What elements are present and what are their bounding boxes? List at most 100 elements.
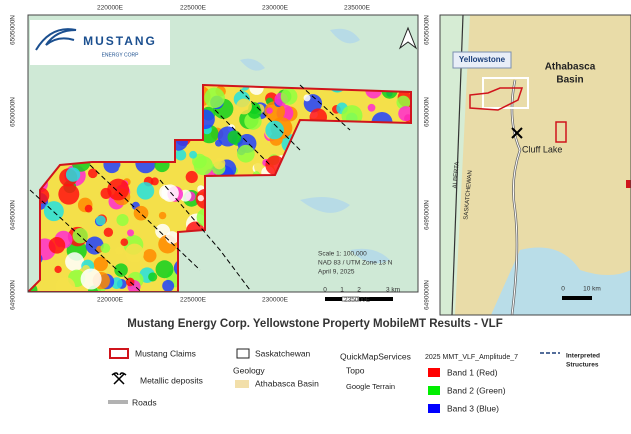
structure — [29, 189, 143, 292]
map-title: Mustang Energy Corp. Yellowstone Propert… — [127, 318, 503, 330]
raster-blob — [103, 227, 114, 238]
raster-blob — [396, 95, 411, 110]
scale-info: April 9, 2025 — [318, 269, 355, 276]
raster-blob — [48, 237, 66, 254]
map-frame — [27, 14, 419, 293]
raster-blob — [88, 168, 98, 179]
raster-blob — [125, 243, 144, 263]
raster-blob — [280, 88, 298, 105]
scale-label: 2 — [357, 287, 361, 294]
legend-label: Roads — [132, 397, 157, 407]
raster-blob — [266, 107, 273, 114]
legend-label: Structures — [566, 362, 599, 369]
legend-label: QuickMapServices — [340, 351, 411, 361]
deposit-label: Cluff Lake — [522, 144, 562, 154]
raster-blob — [100, 243, 111, 254]
raster-blob — [161, 184, 179, 202]
y-coordinate: 6500000N — [424, 97, 431, 127]
structure — [214, 109, 271, 166]
legend-label: Band 2 (Green) — [447, 385, 506, 395]
scale-bar: 0 1 2 3 km — [323, 287, 400, 302]
structure — [299, 84, 351, 131]
legend-label: 2025 MMT_VLF_Amplitude_7 — [425, 354, 518, 361]
x-coordinate: 235000E — [344, 5, 371, 12]
raster-blob — [193, 156, 213, 176]
raster-blob — [127, 229, 135, 237]
raster-blob — [65, 252, 85, 272]
y-coordinate: 6500000N — [10, 97, 17, 127]
y-coordinate: 6490000N — [10, 280, 17, 310]
scale-label: 10 km — [583, 286, 601, 293]
basin-label: Athabasca — [545, 62, 596, 73]
raster-blob — [227, 130, 242, 145]
legend-label: Saskatchewan — [255, 348, 311, 358]
scale-label: 0 — [323, 287, 327, 294]
raster-blob — [175, 149, 187, 161]
raster-blob — [55, 276, 76, 292]
logo: MUSTANG — [83, 34, 157, 48]
raster-blob — [150, 177, 159, 186]
raster-blob — [213, 157, 226, 170]
y-coordinate: 6490000N — [424, 280, 431, 310]
raster-blob — [80, 268, 102, 290]
raster-blob — [95, 215, 106, 226]
inset-map: Yellowstone Athabasca Basin Cluff Lake A… — [440, 15, 631, 315]
x-coordinate: 225000E — [180, 5, 207, 12]
legend: Mustang Claims Metallic deposits Roads S… — [108, 348, 600, 413]
inset-frame — [439, 14, 631, 316]
raster-blob — [398, 106, 411, 122]
y-coordinate: 6495000N — [424, 200, 431, 230]
raster-blob — [303, 94, 311, 102]
raster-blob — [189, 150, 198, 159]
raster-blob — [139, 291, 146, 292]
raster-blob — [120, 238, 129, 247]
scale-label: 1 — [340, 287, 344, 294]
raster-blob — [197, 195, 204, 202]
north-arrow — [398, 26, 418, 50]
y-coordinate: 6505000N — [424, 15, 431, 45]
scale-info: Scale 1: 100,000 — [318, 251, 367, 258]
legend-label: Geology — [233, 365, 265, 375]
raster-blob — [84, 204, 93, 213]
logo-sub: ENERGY CORP — [102, 52, 140, 58]
scale-label: 3 km — [386, 287, 400, 294]
province-label: ALBERTA — [452, 161, 460, 188]
logo-horse — [35, 28, 77, 51]
basin-label: Basin — [556, 75, 583, 86]
raster-blob — [265, 120, 284, 140]
legend-label: Mustang Claims — [135, 348, 196, 358]
raster-blob — [367, 103, 376, 112]
legend-label: Topo — [346, 365, 365, 375]
raster-blob — [204, 87, 225, 109]
raster-blob — [148, 272, 158, 282]
x-coordinate: 235000E — [344, 297, 371, 304]
x-coordinate: 220000E — [97, 5, 124, 12]
raster-blob — [118, 164, 130, 176]
raster-blob — [185, 170, 198, 184]
raster-blob — [143, 248, 157, 263]
legend-label: Google Terrain — [346, 382, 395, 391]
raster-blob — [54, 265, 62, 274]
raster-blob — [155, 260, 174, 279]
inset-callout: Yellowstone — [459, 55, 506, 64]
structure — [89, 164, 201, 271]
x-coordinate: 220000E — [97, 297, 124, 304]
raster-blob — [107, 178, 130, 201]
raster-blob — [133, 205, 149, 221]
structure — [159, 179, 251, 291]
logo-box — [30, 20, 170, 65]
raster-blob — [114, 246, 124, 255]
raster-blob — [93, 256, 108, 272]
legend-label: Metallic deposits — [140, 375, 203, 385]
scale-info: NAD 83 / UTM Zone 13 N — [318, 260, 393, 267]
raster-blob — [158, 211, 167, 220]
y-coordinate: 6505000N — [10, 15, 17, 45]
raster-blob — [114, 263, 128, 277]
main-map: MUSTANG ENERGY CORP Scale 1: 100,000 NAD… — [28, 15, 418, 292]
legend-label: Band 1 (Red) — [447, 367, 498, 377]
raster-blob — [116, 213, 129, 227]
scale-label: 0 — [561, 286, 565, 293]
x-coordinate: 230000E — [262, 297, 289, 304]
raster-blob — [215, 139, 223, 147]
raster-blob — [58, 183, 80, 205]
